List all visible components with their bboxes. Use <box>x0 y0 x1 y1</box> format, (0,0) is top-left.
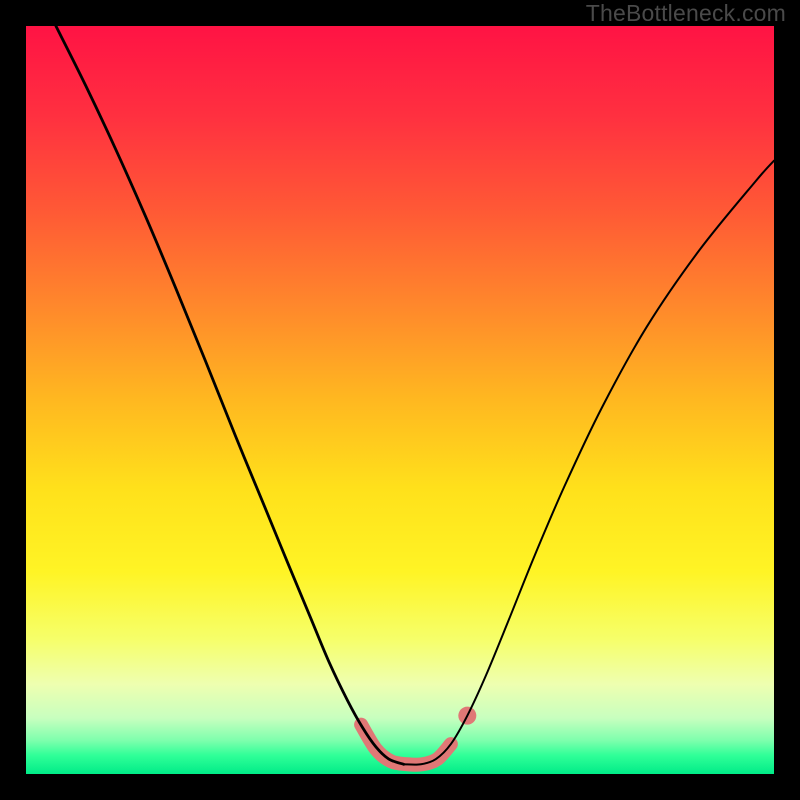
curve-left-branch <box>56 26 404 764</box>
plot-area <box>26 26 774 774</box>
chart-stage: TheBottleneck.com <box>0 0 800 800</box>
watermark-text: TheBottleneck.com <box>586 0 786 27</box>
bottleneck-curve <box>26 26 774 774</box>
curve-right-branch <box>404 161 774 765</box>
